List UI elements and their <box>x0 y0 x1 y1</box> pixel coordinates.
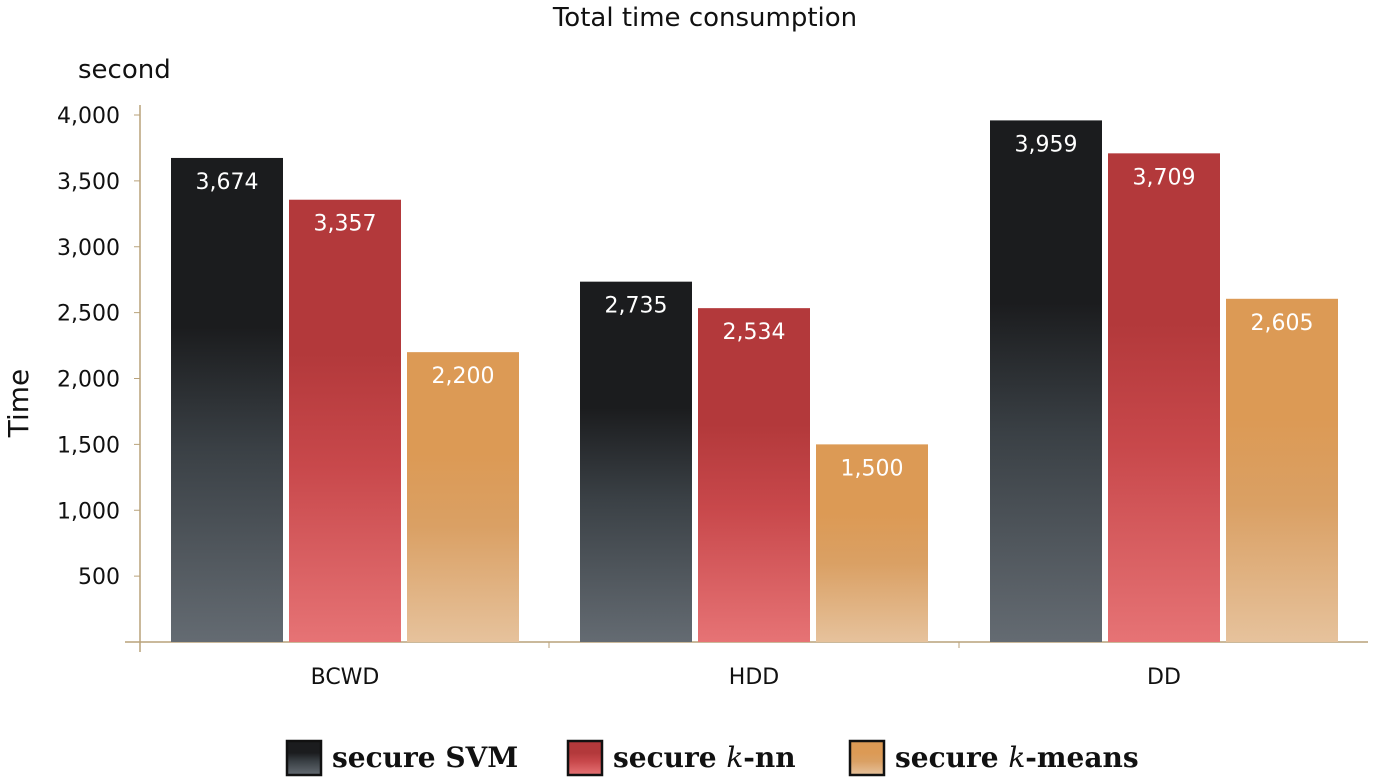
data-label: 3,674 <box>196 170 259 195</box>
data-label: 3,357 <box>314 212 377 237</box>
axes: 500 1,000 1,500 2,000 2,500 3,000 3,500 4,000 BC… <box>57 104 1368 690</box>
y-tick-label: 500 <box>78 565 120 590</box>
bar <box>1226 298 1338 642</box>
y-tick-label: 1,500 <box>57 433 120 458</box>
data-label: 2,605 <box>1251 311 1314 336</box>
bar <box>407 352 519 642</box>
x-tick-label: DD <box>1147 665 1181 690</box>
x-tick-label: BCWD <box>311 665 380 690</box>
bar <box>289 199 401 642</box>
y-tick-label: 3,000 <box>57 236 120 261</box>
legend: secure SVM secure k-nn secure k-means <box>285 739 1139 777</box>
data-label: 2,534 <box>723 320 786 345</box>
bars: 3,674 2,735 3,959 3,357 2,534 3,709 2,200 1,500… <box>171 120 1338 643</box>
legend-swatch <box>285 739 323 777</box>
y-tick-label: 2,500 <box>57 302 120 327</box>
chart-title: Total time consumption <box>552 3 857 33</box>
data-label: 1,500 <box>841 456 904 481</box>
bar <box>990 120 1102 643</box>
x-tick-label: HDD <box>729 665 779 690</box>
legend-label: secure k-nn <box>613 741 796 774</box>
legend-swatch <box>566 739 604 777</box>
data-label: 3,959 <box>1015 132 1078 157</box>
legend-swatch <box>848 739 886 777</box>
legend-label: secure k-means <box>895 741 1139 774</box>
data-label: 2,735 <box>605 294 668 319</box>
bar <box>698 308 810 642</box>
bar <box>580 281 692 642</box>
bar <box>1108 153 1220 643</box>
unit-label: second <box>78 55 171 85</box>
bar <box>816 444 928 642</box>
data-label: 2,200 <box>432 364 495 389</box>
y-tick-label: 1,000 <box>57 499 120 524</box>
y-tick-label: 2,000 <box>57 368 120 393</box>
data-label: 3,709 <box>1133 165 1196 190</box>
y-tick-label: 4,000 <box>57 104 120 129</box>
y-tick-label: 3,500 <box>57 170 120 195</box>
y-axis-label: Time <box>2 369 35 439</box>
bar <box>171 157 283 642</box>
legend-label: secure SVM <box>332 741 518 774</box>
